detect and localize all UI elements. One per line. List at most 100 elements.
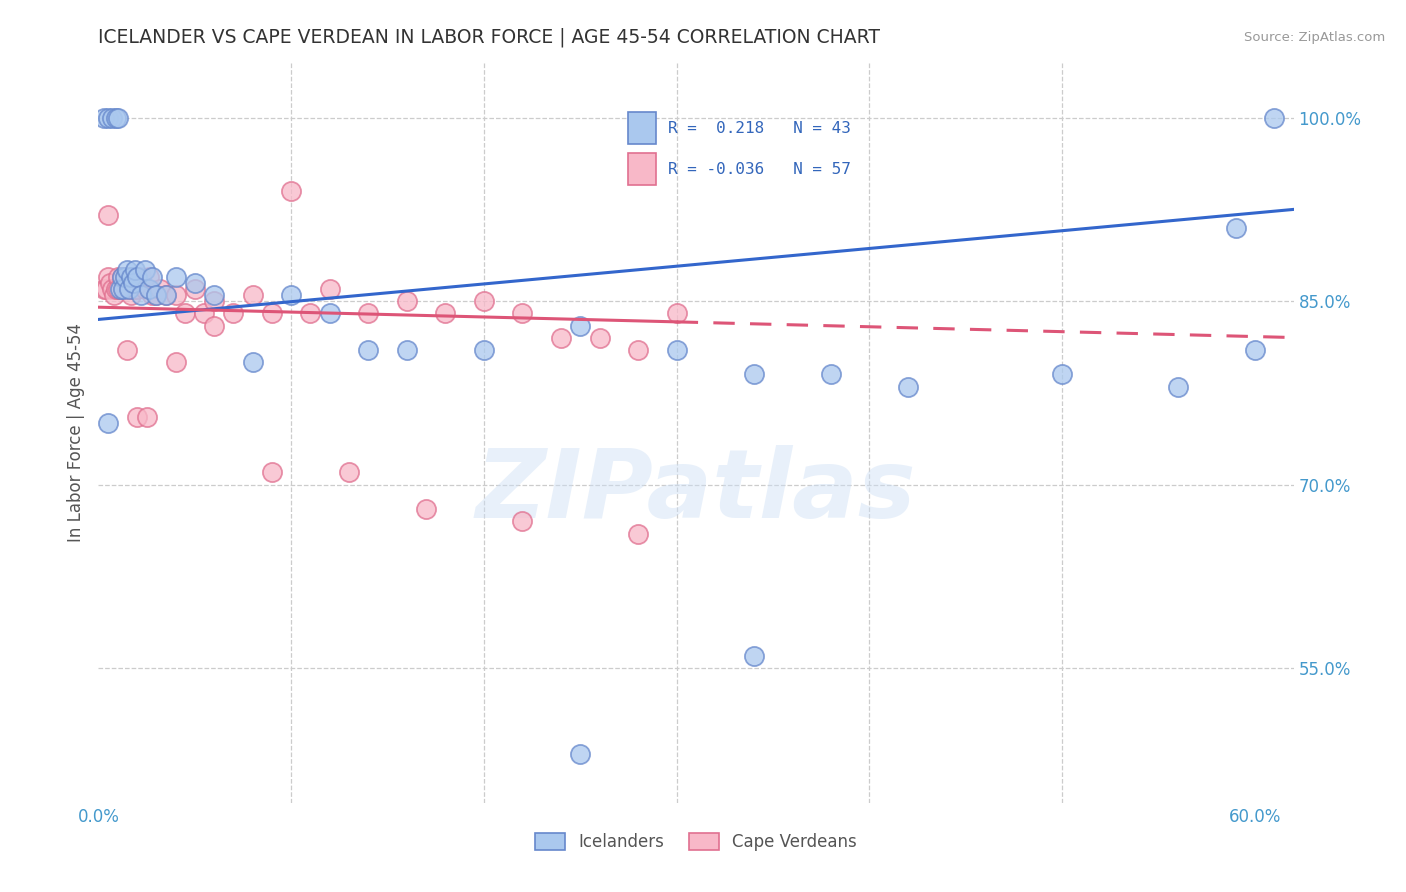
Point (145, 288, 167, 302)
Point (108, 282, 131, 296)
Point (260, 306, 283, 320)
Point (627, 526, 650, 541)
Point (242, 355, 264, 369)
Legend: Icelanders, Cape Verdeans: Icelanders, Cape Verdeans (529, 826, 863, 857)
Point (165, 355, 187, 369)
Point (627, 343, 650, 357)
Point (110, 269, 132, 284)
Point (395, 343, 418, 357)
Point (174, 306, 197, 320)
Point (138, 269, 160, 284)
Point (337, 466, 360, 480)
Point (242, 288, 264, 302)
Point (569, 747, 592, 761)
Point (94, 282, 117, 296)
Point (280, 288, 302, 302)
Point (107, 269, 129, 284)
Point (97, 269, 120, 284)
Point (184, 276, 207, 290)
Point (114, 269, 136, 284)
Text: ICELANDER VS CAPE VERDEAN IN LABOR FORCE | AGE 45-54 CORRELATION CHART: ICELANDER VS CAPE VERDEAN IN LABOR FORCE… (98, 28, 880, 47)
Point (114, 269, 136, 284)
Point (122, 282, 145, 296)
Point (1050, 368, 1073, 382)
Point (124, 263, 146, 277)
Point (512, 514, 534, 528)
Point (149, 282, 172, 296)
Point (97, 111, 120, 125)
Point (202, 318, 225, 333)
Point (434, 306, 457, 320)
Point (117, 282, 139, 296)
Point (202, 294, 225, 309)
Point (319, 282, 342, 296)
Point (165, 288, 187, 302)
Point (742, 368, 765, 382)
Point (202, 288, 225, 302)
Point (319, 306, 342, 320)
Point (97, 208, 120, 222)
Point (897, 380, 920, 394)
Point (1167, 380, 1189, 394)
Point (165, 269, 187, 284)
Point (193, 306, 215, 320)
Point (135, 410, 157, 425)
Point (665, 343, 688, 357)
Point (103, 288, 125, 302)
Point (125, 269, 148, 284)
Point (184, 282, 207, 296)
Point (512, 306, 534, 320)
Point (155, 288, 177, 302)
Point (155, 288, 177, 302)
Point (98, 276, 121, 290)
Point (134, 263, 156, 277)
Point (120, 269, 142, 284)
Point (118, 269, 141, 284)
Point (101, 282, 124, 296)
Point (357, 343, 380, 357)
Point (118, 282, 141, 296)
Point (1225, 220, 1247, 235)
Point (820, 368, 842, 382)
Y-axis label: In Labor Force | Age 45-54: In Labor Force | Age 45-54 (67, 323, 86, 542)
Point (112, 282, 135, 296)
Point (415, 502, 437, 516)
Point (117, 343, 139, 357)
Point (125, 410, 148, 425)
Point (569, 318, 592, 333)
Point (472, 294, 495, 309)
Point (117, 263, 139, 277)
Point (357, 306, 380, 320)
Point (395, 294, 418, 309)
Point (1263, 111, 1285, 125)
Point (222, 306, 245, 320)
Point (260, 466, 283, 480)
Point (280, 184, 302, 198)
Point (125, 282, 148, 296)
Point (120, 288, 142, 302)
Point (134, 282, 156, 296)
Point (108, 282, 131, 296)
Point (124, 269, 146, 284)
Point (104, 282, 127, 296)
Point (110, 269, 132, 284)
Point (145, 288, 167, 302)
Point (141, 269, 163, 284)
Point (141, 288, 163, 302)
Point (138, 282, 160, 296)
Point (93, 111, 115, 125)
Point (93, 282, 115, 296)
Point (550, 331, 572, 345)
Point (472, 343, 495, 357)
Point (299, 306, 322, 320)
Text: Source: ZipAtlas.com: Source: ZipAtlas.com (1244, 31, 1385, 45)
Point (97, 417, 120, 431)
Point (112, 282, 135, 296)
Point (107, 282, 129, 296)
Point (122, 276, 145, 290)
Point (129, 288, 152, 302)
Point (104, 111, 127, 125)
Point (1244, 343, 1267, 357)
Point (665, 306, 688, 320)
Point (107, 111, 129, 125)
